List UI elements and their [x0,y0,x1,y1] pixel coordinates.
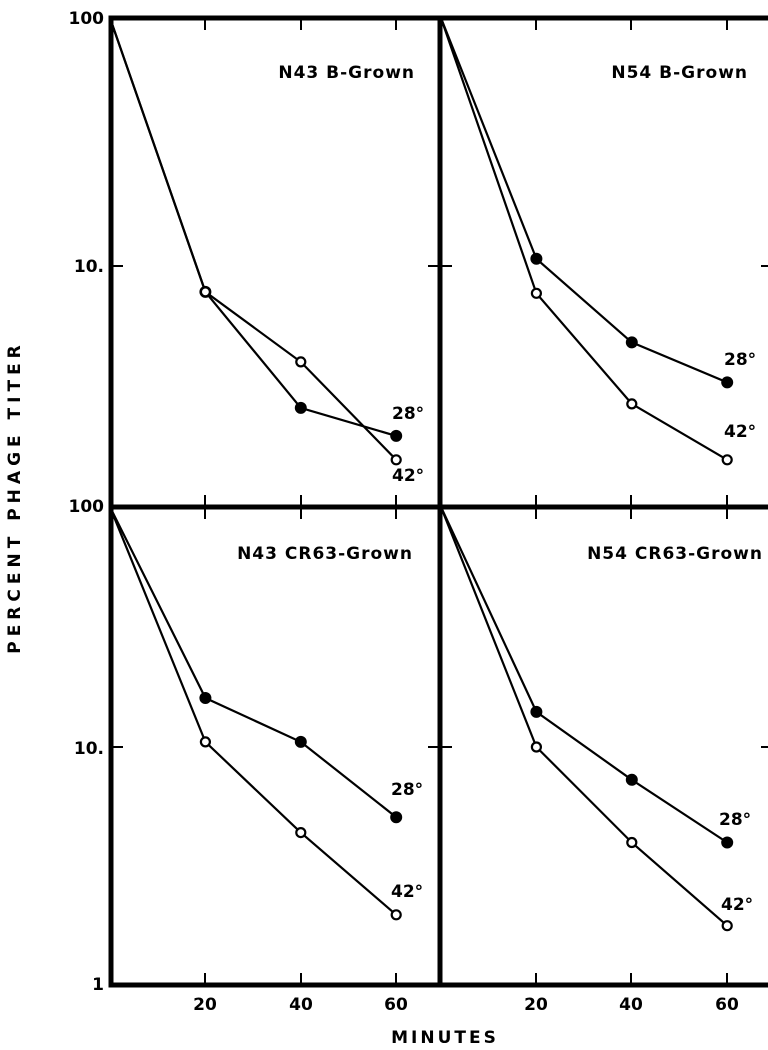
series-open-circles: 42° [439,17,756,466]
series-label: 28° [724,350,756,370]
y-tick-label-top-100: 100 [69,9,105,29]
x-tick-label-right-20: 20 [524,995,548,1015]
series-label: 28° [392,404,424,424]
data-point [199,692,212,704]
data-point [530,741,543,753]
y-tick-label-bottom-10: 10. [74,739,104,759]
panel-title: N54 CR63-Grown [587,544,763,564]
series-open-circles: 42° [108,506,423,921]
data-point [721,454,733,466]
data-point [721,836,734,849]
data-point [530,287,543,299]
data-point [530,705,543,718]
x-axis-labels: 20 40 60 20 40 60 [193,995,739,1015]
series-label: 42° [391,882,423,902]
x-tick-label-right-60: 60 [715,995,739,1015]
y-tick-label-top-10: 10. [74,257,104,277]
data-point [199,736,211,748]
y-tick-label-bottom-1: 1 [92,975,104,995]
panel-n43-cr63-grown: N43 CR63-Grown 28° 42° [108,506,423,921]
series-open-circles: 42° [108,17,424,486]
data-point [294,735,307,748]
series-label: 42° [721,895,753,915]
data-point [721,376,734,389]
data-point [625,336,638,349]
data-point [625,773,638,786]
x-tick-label-right-40: 40 [619,995,643,1015]
panel-n54-b-grown: N54 B-Grown 28° 42° [439,17,756,466]
x-tick-label-left-40: 40 [289,995,313,1015]
panel-title: N43 CR63-Grown [237,544,413,564]
panel-n43-b-grown: N43 B-Grown 28° 42° [108,17,424,486]
series-line [108,17,397,461]
series-filled-circles: 28° [109,506,423,824]
panel-n54-cr63-grown: N54 CR63-Grown 28° 42° [439,506,763,932]
panel-title: N43 B-Grown [278,63,415,83]
data-point [390,811,403,824]
series-filled-circles: 28° [439,17,756,389]
data-point [626,836,638,849]
series-open-circles: 42° [439,506,753,932]
series-line [439,506,728,927]
data-point [390,909,402,921]
series-filled-circles: 28° [440,506,751,849]
y-axis-title: PERCENT PHAGE TITER [5,340,25,654]
series-label: 42° [724,422,756,442]
data-point [390,429,403,442]
series-line [440,506,728,844]
data-point [390,454,402,466]
series-label: 28° [391,780,423,800]
series-label: 28° [719,810,751,830]
series-line [439,17,728,461]
data-point [721,920,733,932]
data-point [626,398,638,410]
data-point [199,286,211,298]
x-tick-label-left-20: 20 [193,995,217,1015]
x-axis-title: MINUTES [391,1028,499,1048]
y-tick-label-bottom-100: 100 [69,497,105,517]
series-line [108,506,397,916]
panel-frames [108,15,768,988]
data-point [530,252,543,265]
series-label: 42° [392,466,424,486]
series-line [439,17,728,384]
data-point [295,356,307,368]
tick-marks [111,18,768,985]
data-point [295,826,307,839]
panel-title: N54 B-Grown [611,63,748,83]
data-point [294,401,307,414]
y-axis-labels: 100 10. 100 10. 1 [69,9,105,995]
series-line [109,506,397,819]
x-tick-label-left-60: 60 [384,995,408,1015]
